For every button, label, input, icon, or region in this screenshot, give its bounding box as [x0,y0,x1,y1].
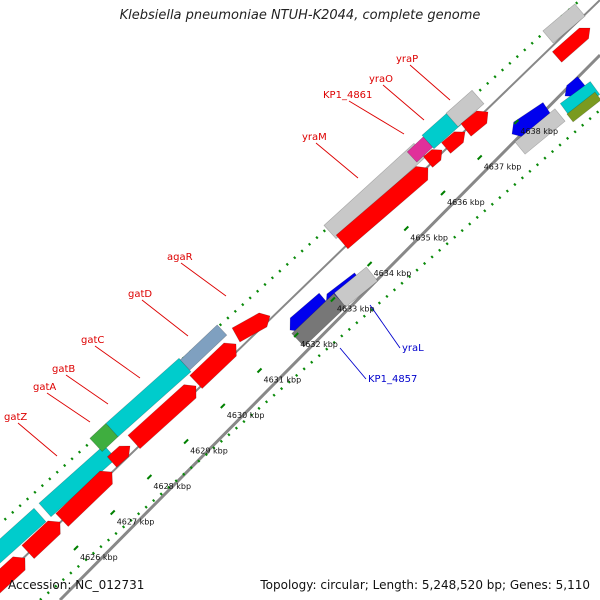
gene-label-gatA[interactable]: gatA [33,382,56,393]
gene-leader-line [94,345,141,379]
scale-label: 4627 kbp [117,518,155,527]
gene-leader-line [348,100,405,135]
scale-label: 4638 kbp [520,127,558,136]
scale-tick [146,474,153,480]
scale-label: 4633 kbp [337,305,375,314]
scale-label: 4631 kbp [264,376,302,385]
gene-label-KP1_4861[interactable]: KP1_4861 [323,90,372,101]
scale-tick [440,190,446,196]
scale-tick [73,545,79,551]
feature-gatB2-cds[interactable] [106,445,131,468]
genome-backbone-lower [58,53,600,600]
gene-leader-line [141,299,189,337]
feature-gatB-misc[interactable] [89,423,119,452]
gene-leader-line [339,347,367,380]
feature-top-gene[interactable] [542,3,586,44]
scale-label: 4634 kbp [374,269,412,278]
feature-gatZ-rna[interactable] [0,507,47,566]
gene-label-gatZ[interactable]: gatZ [4,412,27,423]
scale-tick [513,119,520,125]
gene-leader-line [17,422,58,457]
gene-label-gatD[interactable]: gatD [128,289,152,300]
scale-tick [256,367,263,374]
scale-tick [220,403,226,409]
feature-gatZ-cds[interactable] [0,556,26,597]
feature-gatC-cds[interactable] [127,384,197,450]
gene-label-KP1_4857[interactable]: KP1_4857 [368,374,417,385]
feature-gatA-cds[interactable] [21,520,61,559]
gene-leader-line [46,392,91,423]
feature-layer [0,3,600,597]
scale-tick [293,332,299,338]
feature-yraP-gene[interactable] [445,89,485,128]
feature-gatD-cds[interactable] [189,342,237,389]
gene-label-yraL[interactable]: yraL [402,343,424,354]
gene-label-yraO[interactable]: yraO [369,74,393,85]
gene-leader-line [369,304,401,349]
accession-text: Accession: NC_012731 [8,578,145,592]
gene-leader-line [315,142,359,179]
feature-yraP-cds[interactable] [460,110,489,137]
feature-yraO-cds[interactable] [441,131,466,154]
feature-KP1_4861-cds[interactable] [423,149,443,168]
gene-leader-line [65,374,109,405]
scale-label: 4635 kbp [410,234,448,243]
map-title: Klebsiella pneumoniae NTUH-K2044, comple… [119,8,481,23]
scale-label: 4628 kbp [153,482,191,491]
feature-top-cds[interactable] [551,27,591,63]
feature-KP1_4857-gene[interactable] [291,293,347,347]
gene-leader-line [409,64,451,101]
scale-label: 4630 kbp [227,411,265,420]
scale-label-layer: 4626 kbp 4627 kbp 4628 kbp 4629 kbp 4630 kbp… [73,119,558,562]
scale-label: 4637 kbp [484,163,522,172]
scale-label: 4636 kbp [447,198,485,207]
feature-minus7-misc[interactable] [566,91,600,123]
gene-label-yraM[interactable]: yraM [302,132,327,143]
feature-gatC-rna[interactable] [105,357,192,438]
feature-agaR-cds[interactable] [231,312,271,343]
feature-gatB-cds[interactable] [55,470,113,527]
gene-label-gatC[interactable]: gatC [81,335,104,346]
gene-label-agaR[interactable]: agaR [167,252,193,263]
gene-label-layer: gatZ gatA gatB gatC gatD agaR yraM KP1_4861 yraO… [4,54,451,457]
feature-KP1_4861-gene[interactable] [406,136,434,163]
feature-gatD-gene[interactable] [179,324,228,371]
gene-leader-line [180,262,227,297]
scale-tick [476,154,483,161]
scale-label: 4626 kbp [80,553,118,562]
scale-tick [403,225,410,232]
feature-minus5-gene[interactable] [514,108,566,155]
scale-label: 4629 kbp [190,447,228,456]
tick-axis-minus [39,109,600,600]
feature-yraL-gene[interactable] [333,266,379,308]
scale-tick [330,296,336,303]
gene-leader-line [382,84,425,121]
scale-tick [366,261,373,267]
scale-label: 4632 kbp [300,340,338,349]
scale-tick [183,438,189,445]
genome-summary-text: Topology: circular; Length: 5,248,520 bp… [260,578,590,592]
scale-tick [109,509,116,516]
gene-label-yraP[interactable]: yraP [396,54,418,65]
feature-yraM-cds[interactable] [335,166,429,250]
gene-label-gatB[interactable]: gatB [52,364,75,375]
